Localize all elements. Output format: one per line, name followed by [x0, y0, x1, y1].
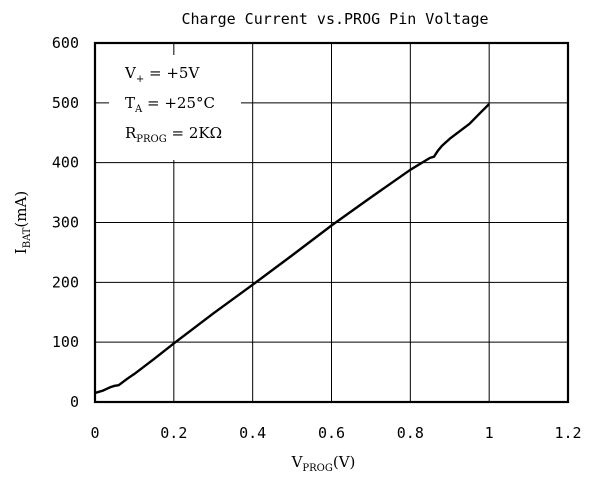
- y-tick-label-4: 400: [52, 154, 79, 172]
- x-axis-label: VPROG(V): [291, 453, 356, 474]
- condition-2-main: R: [125, 124, 137, 142]
- condition-1-sub: A: [134, 104, 143, 115]
- condition-0: V+ = +5V: [124, 64, 200, 85]
- y-tick-labels: 0 100 200 300 400 500 600: [52, 34, 79, 411]
- series-line-ibat: [94, 103, 491, 395]
- x-tick-labels: 0 0.2 0.4 0.6 0.8 1 1.2: [90, 424, 581, 442]
- y-axis-label-sub: BAT: [22, 227, 33, 248]
- condition-1: TA = +25°C: [125, 94, 215, 115]
- x-tick-label-1: 0.2: [160, 424, 187, 442]
- condition-1-main: T: [125, 94, 135, 112]
- x-tick-label-5: 1: [485, 424, 494, 442]
- x-tick-label-2: 0.4: [239, 424, 266, 442]
- x-axis-label-sub: PROG: [302, 463, 332, 474]
- y-tick-label-5: 500: [52, 94, 79, 112]
- x-tick-label-3: 0.6: [318, 424, 345, 442]
- x-axis-label-unit: (V): [333, 453, 356, 471]
- y-tick-label-2: 200: [52, 273, 79, 291]
- plot-frame: [93, 41, 570, 404]
- y-tick-label-0: 0: [70, 393, 79, 411]
- x-tick-label-4: 0.8: [397, 424, 424, 442]
- condition-0-main: V: [124, 64, 137, 82]
- y-tick-label-1: 100: [52, 333, 79, 351]
- y-axis-label-unit: (mA): [12, 191, 30, 228]
- chart-title: Charge Current vs.PROG Pin Voltage: [181, 10, 488, 28]
- x-tick-label-0: 0: [90, 424, 99, 442]
- condition-2: RPROG = 2KΩ: [125, 124, 222, 145]
- conditions-background: [109, 55, 241, 160]
- x-axis-label-main: V: [291, 453, 304, 471]
- x-tick-label-6: 1.2: [554, 424, 581, 442]
- y-tick-label-6: 600: [52, 34, 79, 52]
- condition-1-value: = +25°C: [142, 94, 215, 112]
- condition-2-value: = 2KΩ: [167, 124, 222, 142]
- condition-0-sub: +: [136, 74, 144, 85]
- test-conditions: V+ = +5V TA = +25°C RPROG = 2KΩ: [109, 55, 241, 160]
- condition-2-sub: PROG: [136, 134, 166, 145]
- y-axis-label: IBAT(mA): [12, 191, 33, 254]
- condition-0-value: = +5V: [144, 64, 200, 82]
- y-tick-label-3: 300: [52, 214, 79, 232]
- y-axis-label-main: I: [12, 248, 30, 254]
